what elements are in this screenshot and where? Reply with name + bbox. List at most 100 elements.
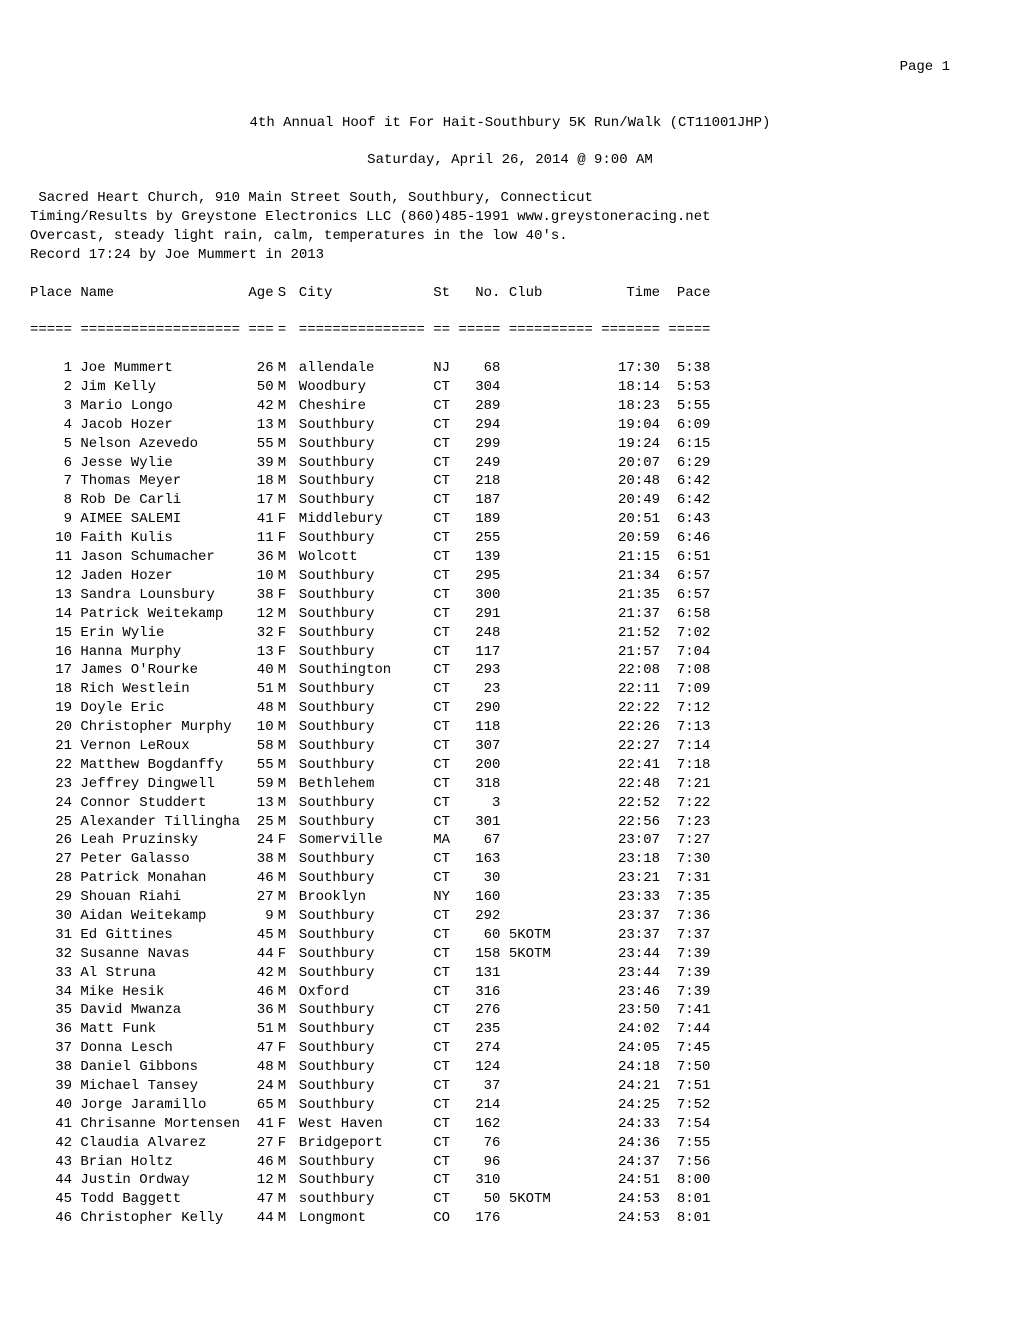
cell-age: 51 [248,1020,273,1039]
cell-city: Southbury [290,472,433,491]
cell-no: 131 [458,964,500,983]
cell-pace: 7:44 [660,1020,710,1039]
cell-time: 24:05 [601,1039,660,1058]
cell-st: MA [433,831,458,850]
cell-s: M [274,491,291,510]
result-row: 13Sandra Lounsbury38FSouthburyCT30021:35… [30,586,990,605]
cell-s: M [274,567,291,586]
cell-st: CT [433,567,458,586]
cell-place: 38 [30,1058,72,1077]
cell-no: 60 [458,926,500,945]
cell-name: Christopher Kelly [72,1209,248,1228]
cell-no: 290 [458,699,500,718]
cell-city: Southbury [290,605,433,624]
cell-no: 214 [458,1096,500,1115]
cell-age: 27 [248,888,273,907]
cell-place: 18 [30,680,72,699]
cell-time: 20:48 [601,472,660,491]
cell-st: CT [433,548,458,567]
cell-age: 47 [248,1190,273,1209]
cell-city: Southbury [290,907,433,926]
cell-pace: 7:51 [660,1077,710,1096]
cell-s: F [274,586,291,605]
cell-age: 11 [248,529,273,548]
result-row: 27Peter Galasso38MSouthburyCT16323:187:3… [30,850,990,869]
cell-city: Southbury [290,416,433,435]
cell-st: CT [433,869,458,888]
result-row: 40Jorge Jaramillo65MSouthburyCT21424:257… [30,1096,990,1115]
cell-age: 46 [248,869,273,888]
cell-pace: 7:39 [660,964,710,983]
cell-pace: 7:22 [660,794,710,813]
cell-place: 27 [30,850,72,869]
cell-s: M [274,661,291,680]
cell-time: 23:50 [601,1001,660,1020]
cell-name: Connor Studdert [72,794,248,813]
cell-place: 4 [30,416,72,435]
cell-name: Hanna Murphy [72,643,248,662]
cell-time: 24:02 [601,1020,660,1039]
cell-place: 24 [30,794,72,813]
cell-st: CT [433,813,458,832]
result-row: 36Matt Funk51MSouthburyCT23524:027:44 [30,1020,990,1039]
cell-place: 42 [30,1134,72,1153]
cell-s: F [274,1039,291,1058]
result-row: 21Vernon LeRoux58MSouthburyCT30722:277:1… [30,737,990,756]
result-row: 28Patrick Monahan46MSouthburyCT3023:217:… [30,869,990,888]
title-line-1: 4th Annual Hoof it For Hait-Southbury 5K… [30,114,990,133]
cell-s: M [274,718,291,737]
cell-st: CT [433,1077,458,1096]
cell-s: F [274,643,291,662]
cell-time: 19:24 [601,435,660,454]
cell-city: Middlebury [290,510,433,529]
cell-city: Southbury [290,850,433,869]
cell-pace: 6:09 [660,416,710,435]
hdr-club: Club [500,284,601,303]
cell-s: M [274,548,291,567]
sep-city: =============== [290,321,433,340]
sep-sex: = [274,321,291,340]
cell-st: CT [433,775,458,794]
cell-s: M [274,1153,291,1172]
cell-time: 24:51 [601,1171,660,1190]
cell-place: 36 [30,1020,72,1039]
cell-pace: 7:08 [660,661,710,680]
cell-time: 22:56 [601,813,660,832]
result-row: 31Ed Gittines45MSouthburyCT605KOTM23:377… [30,926,990,945]
cell-age: 26 [248,359,273,378]
result-row: 8Rob De Carli17MSouthburyCT18720:496:42 [30,491,990,510]
hdr-sex: S [274,284,291,303]
cell-no: 118 [458,718,500,737]
cell-place: 32 [30,945,72,964]
cell-no: 139 [458,548,500,567]
result-row: 6Jesse Wylie39MSouthburyCT24920:076:29 [30,454,990,473]
page-number: Page 1 [30,58,990,77]
header-row: PlaceNameAgeSCityStNo.ClubTimePace [30,284,990,303]
cell-age: 13 [248,643,273,662]
cell-place: 10 [30,529,72,548]
cell-st: CT [433,586,458,605]
cell-city: Bridgeport [290,1134,433,1153]
cell-age: 42 [248,397,273,416]
cell-age: 46 [248,1153,273,1172]
cell-place: 37 [30,1039,72,1058]
cell-st: CT [433,794,458,813]
cell-no: 68 [458,359,500,378]
cell-name: James O'Rourke [72,661,248,680]
cell-time: 20:07 [601,454,660,473]
result-row: 24Connor Studdert13MSouthburyCT322:527:2… [30,794,990,813]
cell-city: Southbury [290,1058,433,1077]
cell-city: Southbury [290,567,433,586]
cell-pace: 7:56 [660,1153,710,1172]
result-row: 32Susanne Navas44FSouthburyCT1585KOTM23:… [30,945,990,964]
cell-pace: 7:02 [660,624,710,643]
cell-no: 318 [458,775,500,794]
cell-pace: 6:43 [660,510,710,529]
cell-time: 21:37 [601,605,660,624]
cell-s: M [274,1020,291,1039]
result-row: 37Donna Lesch47FSouthburyCT27424:057:45 [30,1039,990,1058]
result-row: 44Justin Ordway12MSouthburyCT31024:518:0… [30,1171,990,1190]
cell-s: M [274,1171,291,1190]
cell-s: M [274,605,291,624]
cell-pace: 7:55 [660,1134,710,1153]
